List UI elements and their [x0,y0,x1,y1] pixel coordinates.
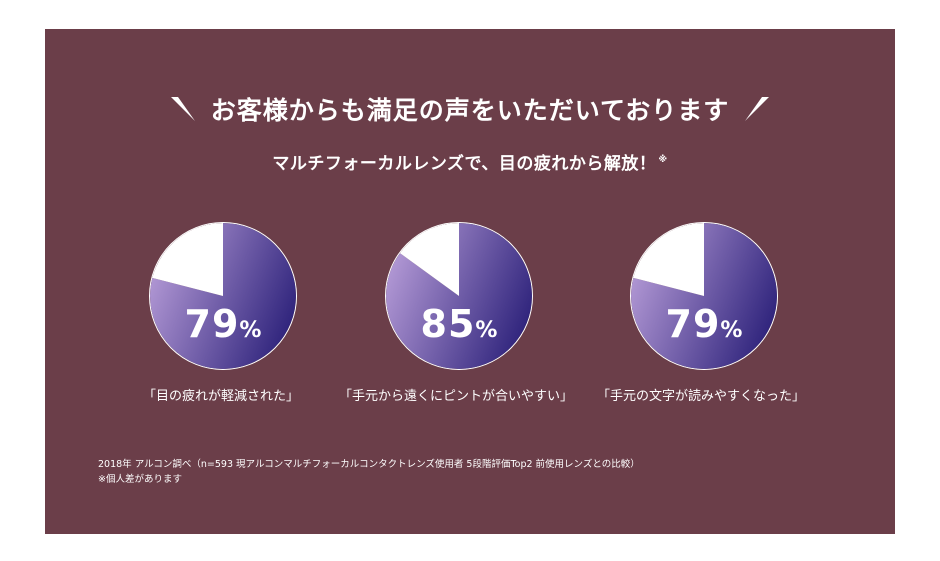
pie-slice-remainder [399,223,459,296]
survey-footnote: 2018年 アルコン調べ（n=593 現アルコンマルチフォーカルコンタクトレンズ… [98,459,640,470]
pie-value-unit: % [720,318,743,343]
pie-value-number: 79 [665,302,721,346]
pie-value-number: 79 [184,302,240,346]
pie-caption-focus: 「手元から遠くにピントが合いやすい」 [339,389,574,404]
pie-value-label: 79% [631,305,777,343]
pie-slice-remainder [633,223,704,296]
pie-value-unit: % [239,318,262,343]
pie-slice-remainder [152,223,223,296]
pie-chart-reading: 79% [630,222,778,370]
right-slash-icon [745,97,770,121]
pie-chart-focus: 85% [385,222,533,370]
pie-caption-reading: 「手元の文字が読みやすくなった」 [597,389,806,404]
pie-value-number: 85 [420,302,476,346]
subheadline-note-mark: ※ [658,155,668,166]
headline-text: お客様からも満足の声をいただいております [210,96,730,125]
individual-difference-note: ※個人差があります [98,474,182,485]
subheadline-text: マルチフォーカルレンズで、目の疲れから解放！ [272,154,657,174]
footnotes: 2018年 アルコン調べ（n=593 現アルコンマルチフォーカルコンタクトレンズ… [98,457,640,487]
pie-caption-eye-strain: 「目の疲れが軽減された」 [143,389,300,404]
subheadline: マルチフォーカルレンズで、目の疲れから解放！ ※ [45,149,895,174]
pie-svg [150,223,296,369]
banner-panel: お客様からも満足の声をいただいております マルチフォーカルレンズで、目の疲れから… [45,29,895,534]
pie-value-unit: % [475,318,498,343]
pie-chart-eye-strain: 79% [149,222,297,370]
headline: お客様からも満足の声をいただいております [45,91,895,127]
pie-svg [386,223,532,369]
left-slash-icon [170,97,195,121]
pie-value-label: 85% [386,305,532,343]
pie-svg [631,223,777,369]
pie-value-label: 79% [150,305,296,343]
